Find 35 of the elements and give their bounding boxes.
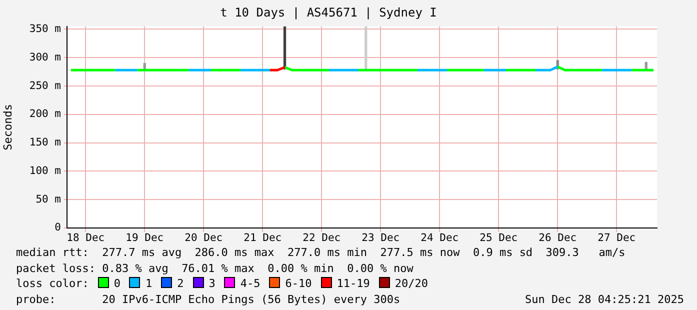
bar xyxy=(143,62,146,70)
y-axis-title: Seconds xyxy=(1,104,14,150)
text: median rtt: 277.7 ms avg 286.0 ms max 277.0 ms min 277.5 ms now 0.9 ms sd 309.3 am/s xyxy=(16,246,626,259)
text: probe: 20 IPv6-ICMP Echo Pings (56 Bytes) every 300s xyxy=(16,292,400,306)
text: Sun Dec 28 04:25:21 2025 xyxy=(525,292,684,307)
y-tick-label: 0 xyxy=(54,222,61,234)
legend-label: 3 xyxy=(208,277,216,290)
legend-label: 2 xyxy=(177,277,184,290)
x-tick-label: 18 Dec xyxy=(66,232,105,244)
x-tick-label: 25 Dec xyxy=(480,232,518,244)
x-tick-label: 21 Dec xyxy=(244,232,282,244)
x-tick-label: 20 Dec xyxy=(184,232,223,244)
x-tick-label: 26 Dec xyxy=(538,232,577,244)
y-tick-label: 150 m xyxy=(29,136,61,149)
legend-label: 20/20 xyxy=(394,277,428,290)
y-tick-label: 300 m xyxy=(29,51,61,64)
y-tick-label: 350 m xyxy=(29,22,61,35)
bar xyxy=(364,26,368,70)
legend-label: 1 xyxy=(145,277,152,290)
legend-label: 11-19 xyxy=(336,277,370,290)
x-tick-label: 23 Dec xyxy=(362,232,400,244)
chart-title: t 10 Days | AS45671 | Sydney I xyxy=(220,5,437,20)
x-tick-label: 19 Dec xyxy=(126,232,164,244)
legend-label: 6-10 xyxy=(285,277,312,290)
y-tick-label: 50 m xyxy=(36,193,61,206)
legend-label: 0 xyxy=(114,277,120,290)
legend-label: 4-5 xyxy=(240,277,260,290)
y-tick-label: 200 m xyxy=(29,108,61,120)
text: packet loss: 0.83 % avg 76.01 % max 0.00 % min 0.00 % now xyxy=(16,262,414,274)
x-tick-label: 22 Dec xyxy=(302,232,341,244)
y-tick-label: 250 m xyxy=(29,80,61,92)
y-tick-label: 100 m xyxy=(29,164,61,177)
legend-title: loss color: xyxy=(16,277,89,290)
x-tick-label: 27 Dec xyxy=(598,232,636,244)
x-tick-label: 24 Dec xyxy=(420,232,459,244)
